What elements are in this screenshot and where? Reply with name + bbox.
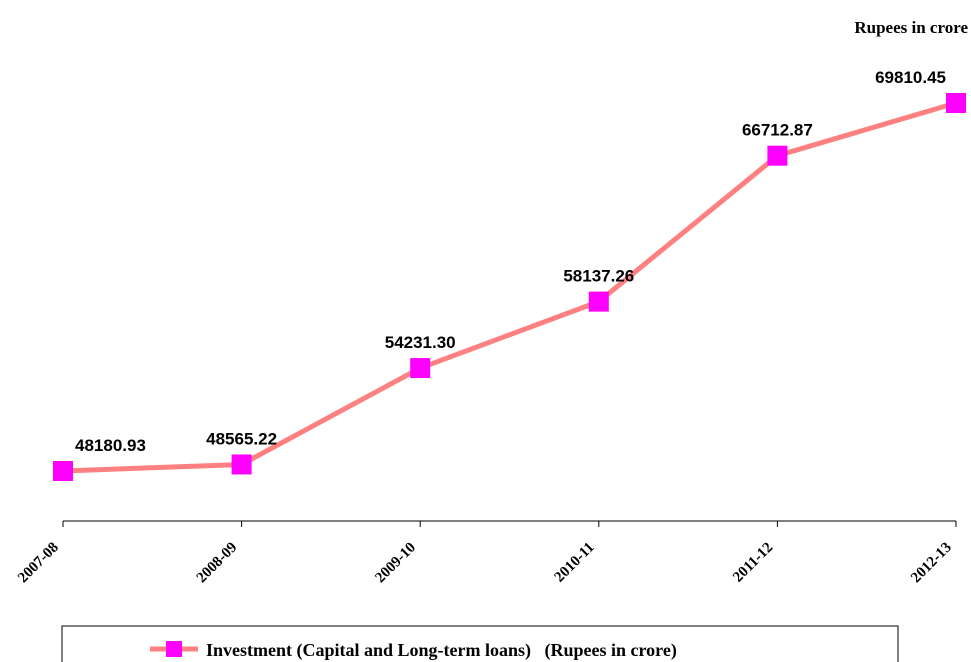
x-tick-label: 2012-13 bbox=[908, 540, 955, 587]
data-point-marker bbox=[946, 93, 966, 113]
data-label: 58137.26 bbox=[563, 267, 634, 286]
legend-box bbox=[61, 625, 899, 662]
data-label: 66712.87 bbox=[742, 121, 813, 140]
legend-label: Investment (Capital and Long-term loans)… bbox=[206, 640, 677, 661]
legend-marker-swatch bbox=[166, 641, 182, 657]
x-tick-label: 2011-12 bbox=[730, 540, 776, 586]
data-label-group: 48180.93 48565.22 54231.30 58137.26 66712.87… bbox=[75, 68, 946, 455]
data-point-marker bbox=[588, 291, 609, 312]
data-label: 54231.30 bbox=[385, 333, 456, 352]
x-axis bbox=[62, 520, 957, 527]
x-tick-label: 2010-11 bbox=[552, 540, 598, 586]
data-point-marker bbox=[231, 454, 252, 475]
series-line bbox=[62, 100, 957, 474]
series-line-group bbox=[62, 100, 957, 474]
legend: Investment (Capital and Long-term loans)… bbox=[61, 625, 899, 662]
data-label: 48565.22 bbox=[206, 429, 277, 448]
x-tick-label: 2008-09 bbox=[194, 540, 241, 587]
data-point-marker bbox=[410, 358, 431, 379]
data-label: 48180.93 bbox=[75, 436, 146, 455]
data-point-marker bbox=[53, 461, 73, 481]
unit-note: Rupees in crore bbox=[854, 18, 968, 37]
x-tick-label: 2009-10 bbox=[372, 540, 419, 587]
data-point-marker bbox=[767, 145, 788, 166]
data-label: 69810.45 bbox=[875, 68, 946, 87]
x-tick-label-group: 2007-08 2008-09 2009-10 2010-11 2011-12 2012-… bbox=[15, 540, 955, 587]
x-tick-label: 2007-08 bbox=[15, 540, 62, 587]
marker-group bbox=[53, 93, 966, 481]
